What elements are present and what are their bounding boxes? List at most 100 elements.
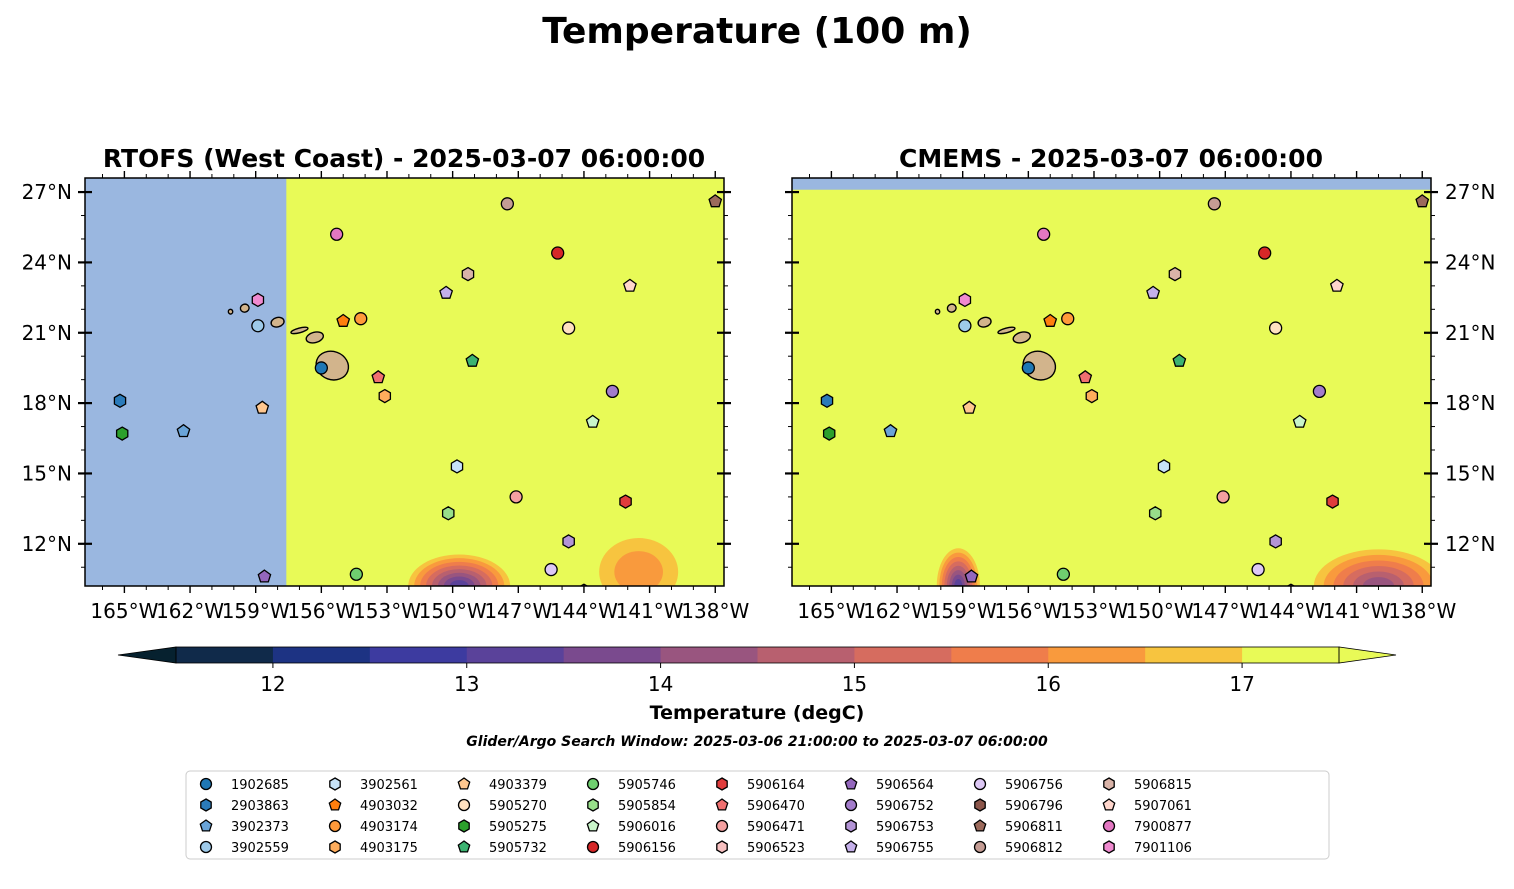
legend-marker-3902559 bbox=[199, 840, 213, 854]
legend-marker-5906812 bbox=[973, 840, 987, 854]
rtofs-axes: 165°W162°W159°W156°W153°W150°W147°W144°W… bbox=[22, 171, 749, 623]
cold-feature bbox=[402, 550, 517, 586]
float-marker-3902559 bbox=[251, 319, 265, 333]
y-tick-label: 12°N bbox=[22, 532, 72, 556]
float-marker-5906752 bbox=[1312, 384, 1327, 399]
legend-marker-5905746 bbox=[586, 777, 600, 791]
float-marker-5906471 bbox=[509, 490, 523, 504]
rtofs-panel: RTOFS (West Coast) - 2025-03-07 06:00:00… bbox=[22, 144, 750, 623]
float-marker-5905270 bbox=[561, 321, 576, 335]
colorbar-tick-label: 12 bbox=[260, 672, 285, 696]
float-marker-7900877 bbox=[1037, 227, 1051, 241]
float-marker-5906523 bbox=[1222, 585, 1224, 586]
cmems-panel: CMEMS - 2025-03-07 06:00:00 165°W162°W15… bbox=[785, 144, 1495, 623]
float-marker-5905732 bbox=[1172, 353, 1187, 367]
float-marker-3902561 bbox=[450, 459, 464, 474]
x-tick-label: 159°W bbox=[222, 599, 290, 623]
legend-entry: 4903379 bbox=[457, 777, 547, 793]
x-tick-label: 162°W bbox=[156, 599, 224, 623]
legend-label: 5906811 bbox=[1005, 820, 1063, 835]
legend-label: 5905732 bbox=[489, 841, 547, 856]
float-marker-5905854 bbox=[441, 506, 455, 521]
float-marker-5906755 bbox=[1146, 285, 1161, 299]
x-tick-label: 147°W bbox=[1191, 599, 1259, 623]
search-window-text: Glider/Argo Search Window: 2025-03-06 21… bbox=[466, 734, 1048, 750]
colorbar-segment bbox=[563, 647, 662, 663]
colorbar-frame bbox=[175, 646, 1340, 664]
legend-entry: 5905732 bbox=[457, 840, 547, 856]
legend-label: 1902685 bbox=[231, 778, 289, 793]
float-marker-5906815 bbox=[1168, 266, 1182, 282]
colorbar-extend-high bbox=[1338, 646, 1397, 664]
rtofs-panel-title: RTOFS (West Coast) - 2025-03-07 06:00:00 bbox=[103, 144, 705, 173]
float-marker-1902685 bbox=[314, 361, 328, 375]
legend-label: 5905746 bbox=[618, 778, 676, 793]
legend-label: 2903863 bbox=[231, 799, 289, 814]
legend-entry: 1902685 bbox=[199, 777, 289, 793]
float-marker-5906016 bbox=[1292, 414, 1307, 428]
legend-marker-4903032 bbox=[328, 798, 342, 811]
legend-label: 4903175 bbox=[360, 841, 418, 856]
float-marker-5906471 bbox=[1216, 490, 1230, 504]
colorbar-segment bbox=[854, 647, 952, 663]
x-tick-label: 156°W bbox=[287, 599, 355, 623]
float-marker-2903863 bbox=[820, 393, 834, 409]
x-tick-label: 156°W bbox=[994, 599, 1062, 623]
colorbar-segment bbox=[272, 647, 371, 663]
y-tick-label: 27°N bbox=[22, 180, 72, 204]
island-maui bbox=[1012, 331, 1032, 344]
contour-band bbox=[954, 578, 963, 586]
float-marker-3902561 bbox=[1157, 459, 1171, 474]
no-data-region bbox=[792, 178, 1431, 190]
float-marker-5905854 bbox=[1148, 506, 1162, 521]
legend-label: 5906755 bbox=[876, 841, 934, 856]
legend-entry: 3902373 bbox=[199, 819, 289, 835]
colorbar-segment bbox=[369, 647, 468, 663]
legend-entry: 3902561 bbox=[329, 777, 418, 793]
legend-label: 5905270 bbox=[489, 799, 547, 814]
legend-entry: 7901106 bbox=[1103, 840, 1192, 856]
legend-entry: 5906564 bbox=[844, 777, 934, 793]
float-marker-5906753 bbox=[562, 534, 575, 549]
legend-entry: 5906815 bbox=[1103, 777, 1192, 793]
legend-entry: 5906796 bbox=[974, 798, 1063, 814]
y-tick-label: 21°N bbox=[22, 321, 72, 345]
legend-label: 4903379 bbox=[489, 778, 547, 793]
y-tick-label: 18°N bbox=[22, 391, 72, 415]
float-marker-4903174 bbox=[1061, 312, 1075, 326]
contour-band bbox=[614, 551, 663, 586]
legend-marker-3902561 bbox=[329, 777, 341, 791]
colorbar-segment bbox=[660, 647, 758, 663]
legend-label: 5907061 bbox=[1134, 799, 1192, 814]
x-tick-label: 138°W bbox=[681, 599, 749, 623]
legend-marker-5905854 bbox=[587, 798, 599, 812]
legend-marker-5905732 bbox=[457, 840, 471, 853]
colorbar-segment bbox=[1242, 647, 1340, 663]
x-tick-label: 165°W bbox=[797, 599, 865, 623]
y-tick-label: 12°N bbox=[1445, 532, 1495, 556]
island-maui bbox=[305, 331, 325, 344]
legend-entry: 5906752 bbox=[844, 798, 934, 814]
float-marker-5906564 bbox=[257, 569, 272, 583]
legend-marker-5906811 bbox=[973, 819, 987, 832]
legend-entry: 5906811 bbox=[973, 819, 1063, 835]
float-marker-4903175 bbox=[1085, 388, 1099, 404]
float-marker-5906564 bbox=[964, 569, 979, 583]
float-marker-5906016 bbox=[585, 414, 600, 428]
float-marker-4903032 bbox=[1043, 313, 1058, 327]
island-niihau bbox=[227, 308, 234, 315]
x-tick-label: 150°W bbox=[419, 599, 487, 623]
legend-marker-5906523 bbox=[716, 840, 728, 854]
y-tick-label: 15°N bbox=[22, 461, 72, 485]
legend-label: 5905854 bbox=[618, 799, 676, 814]
legend-marker-1902685 bbox=[199, 777, 213, 791]
legend-marker-5906815 bbox=[1103, 777, 1115, 791]
legend-marker-5906756 bbox=[973, 777, 987, 791]
float-marker-5906815 bbox=[461, 266, 475, 282]
rtofs-map bbox=[85, 178, 724, 586]
x-tick-label: 141°W bbox=[1323, 599, 1391, 623]
colorbar-tick-label: 17 bbox=[1229, 672, 1254, 696]
temperature-field bbox=[792, 178, 1431, 586]
legend-entry: 5906756 bbox=[973, 777, 1063, 793]
float-marker-4903379 bbox=[962, 400, 977, 414]
